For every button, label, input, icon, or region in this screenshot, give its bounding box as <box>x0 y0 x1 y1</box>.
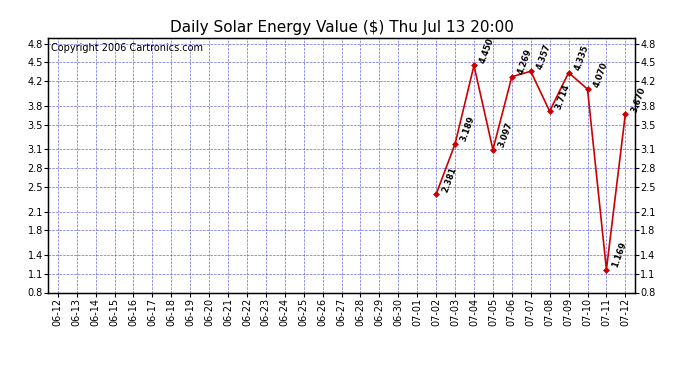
Text: 3.097: 3.097 <box>497 121 515 149</box>
Text: 3.714: 3.714 <box>554 82 571 111</box>
Text: 1.169: 1.169 <box>611 241 628 269</box>
Text: 2.381: 2.381 <box>440 165 458 194</box>
Text: 4.357: 4.357 <box>535 42 553 70</box>
Title: Daily Solar Energy Value ($) Thu Jul 13 20:00: Daily Solar Energy Value ($) Thu Jul 13 … <box>170 20 513 35</box>
Text: 4.335: 4.335 <box>573 44 590 72</box>
Text: 4.070: 4.070 <box>591 60 609 88</box>
Text: 4.450: 4.450 <box>478 37 495 65</box>
Text: Copyright 2006 Cartronics.com: Copyright 2006 Cartronics.com <box>51 43 204 52</box>
Text: 4.269: 4.269 <box>516 48 533 76</box>
Text: 3.189: 3.189 <box>460 115 477 143</box>
Text: 3.670: 3.670 <box>629 86 647 113</box>
